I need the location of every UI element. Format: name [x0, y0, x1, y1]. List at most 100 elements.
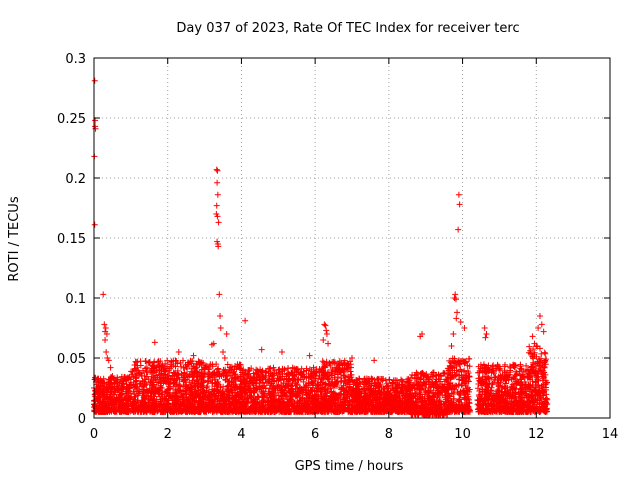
data-point: [214, 395, 221, 402]
data-point: [163, 388, 170, 395]
data-point: [94, 375, 101, 382]
data-point: [151, 393, 158, 400]
data-point: [150, 359, 157, 366]
data-point: [178, 408, 185, 415]
data-point: [178, 392, 185, 399]
data-point: [202, 393, 209, 400]
data-point: [96, 400, 103, 407]
data-point: [142, 358, 149, 365]
data-point: [222, 366, 229, 373]
data-point: [225, 382, 232, 389]
data-point: [151, 368, 158, 375]
data-point: [151, 387, 158, 394]
data-point: [300, 378, 307, 385]
data-point: [310, 364, 317, 371]
data-point: [134, 384, 141, 391]
data-point: [140, 383, 147, 390]
data-point: [146, 399, 153, 406]
data-point: [224, 361, 231, 368]
data-point: [135, 408, 142, 415]
data-points: [91, 77, 551, 418]
data-point: [209, 363, 216, 370]
data-point: [202, 363, 209, 370]
data-point: [162, 360, 169, 367]
data-point: [158, 406, 165, 413]
data-point: [112, 397, 119, 404]
data-point: [187, 384, 194, 391]
data-point: [162, 395, 169, 402]
data-point: [133, 378, 140, 385]
data-point: [166, 369, 173, 376]
data-point: [121, 407, 128, 414]
y-axis-label: ROTI / TECUs: [7, 196, 22, 281]
data-point: [215, 381, 222, 388]
data-point: [229, 405, 236, 412]
data-point: [224, 394, 231, 401]
data-point: [164, 357, 171, 364]
data-point: [142, 408, 149, 415]
data-point: [231, 371, 238, 378]
data-point: [125, 384, 132, 391]
data-point: [177, 388, 184, 395]
data-point: [170, 383, 177, 390]
data-point: [212, 372, 219, 379]
data-point: [209, 380, 216, 387]
data-point: [149, 408, 156, 415]
data-point: [223, 373, 230, 380]
data-point: [188, 360, 195, 367]
data-point: [104, 393, 111, 400]
data-point: [206, 370, 213, 377]
data-point: [154, 367, 161, 374]
data-point: [119, 385, 126, 392]
data-point: [140, 403, 147, 410]
data-point: [220, 396, 227, 403]
data-point: [232, 384, 239, 391]
data-point: [183, 364, 190, 371]
data-point: [134, 364, 141, 371]
data-point: [159, 404, 166, 411]
grid-lines: [94, 58, 610, 418]
data-point: [186, 389, 193, 396]
data-point: [190, 395, 197, 402]
data-point: [142, 389, 149, 396]
data-point: [179, 396, 186, 403]
data-point: [193, 378, 200, 385]
data-point: [142, 365, 149, 372]
data-point: [167, 392, 174, 399]
data-point: [176, 381, 183, 388]
data-point: [123, 401, 130, 408]
data-point: [135, 367, 142, 374]
data-point: [216, 371, 223, 378]
data-point: [159, 390, 166, 397]
data-point: [206, 401, 213, 408]
data-point: [204, 378, 211, 385]
data-point: [174, 360, 181, 367]
data-point: [181, 370, 188, 377]
data-point: [173, 397, 180, 404]
data-point: [195, 387, 202, 394]
data-point: [214, 387, 221, 394]
data-point: [143, 387, 150, 394]
data-point: [224, 408, 231, 415]
data-point: [399, 377, 406, 384]
data-point: [215, 408, 222, 415]
data-point: [234, 398, 241, 405]
data-point: [211, 398, 218, 405]
data-point: [197, 370, 204, 377]
data-point: [189, 365, 196, 372]
data-point: [187, 400, 194, 407]
data-point: [210, 392, 217, 399]
data-point: [145, 393, 152, 400]
data-point: [106, 376, 113, 383]
data-point: [167, 384, 174, 391]
data-point: [203, 407, 210, 414]
data-point: [91, 376, 98, 383]
data-point: [158, 391, 165, 398]
data-point: [303, 395, 310, 402]
data-point: [157, 358, 164, 365]
data-point: [128, 368, 135, 375]
data-point: [115, 403, 122, 410]
data-point: [194, 407, 201, 414]
data-point: [122, 377, 129, 384]
data-point: [124, 392, 131, 399]
